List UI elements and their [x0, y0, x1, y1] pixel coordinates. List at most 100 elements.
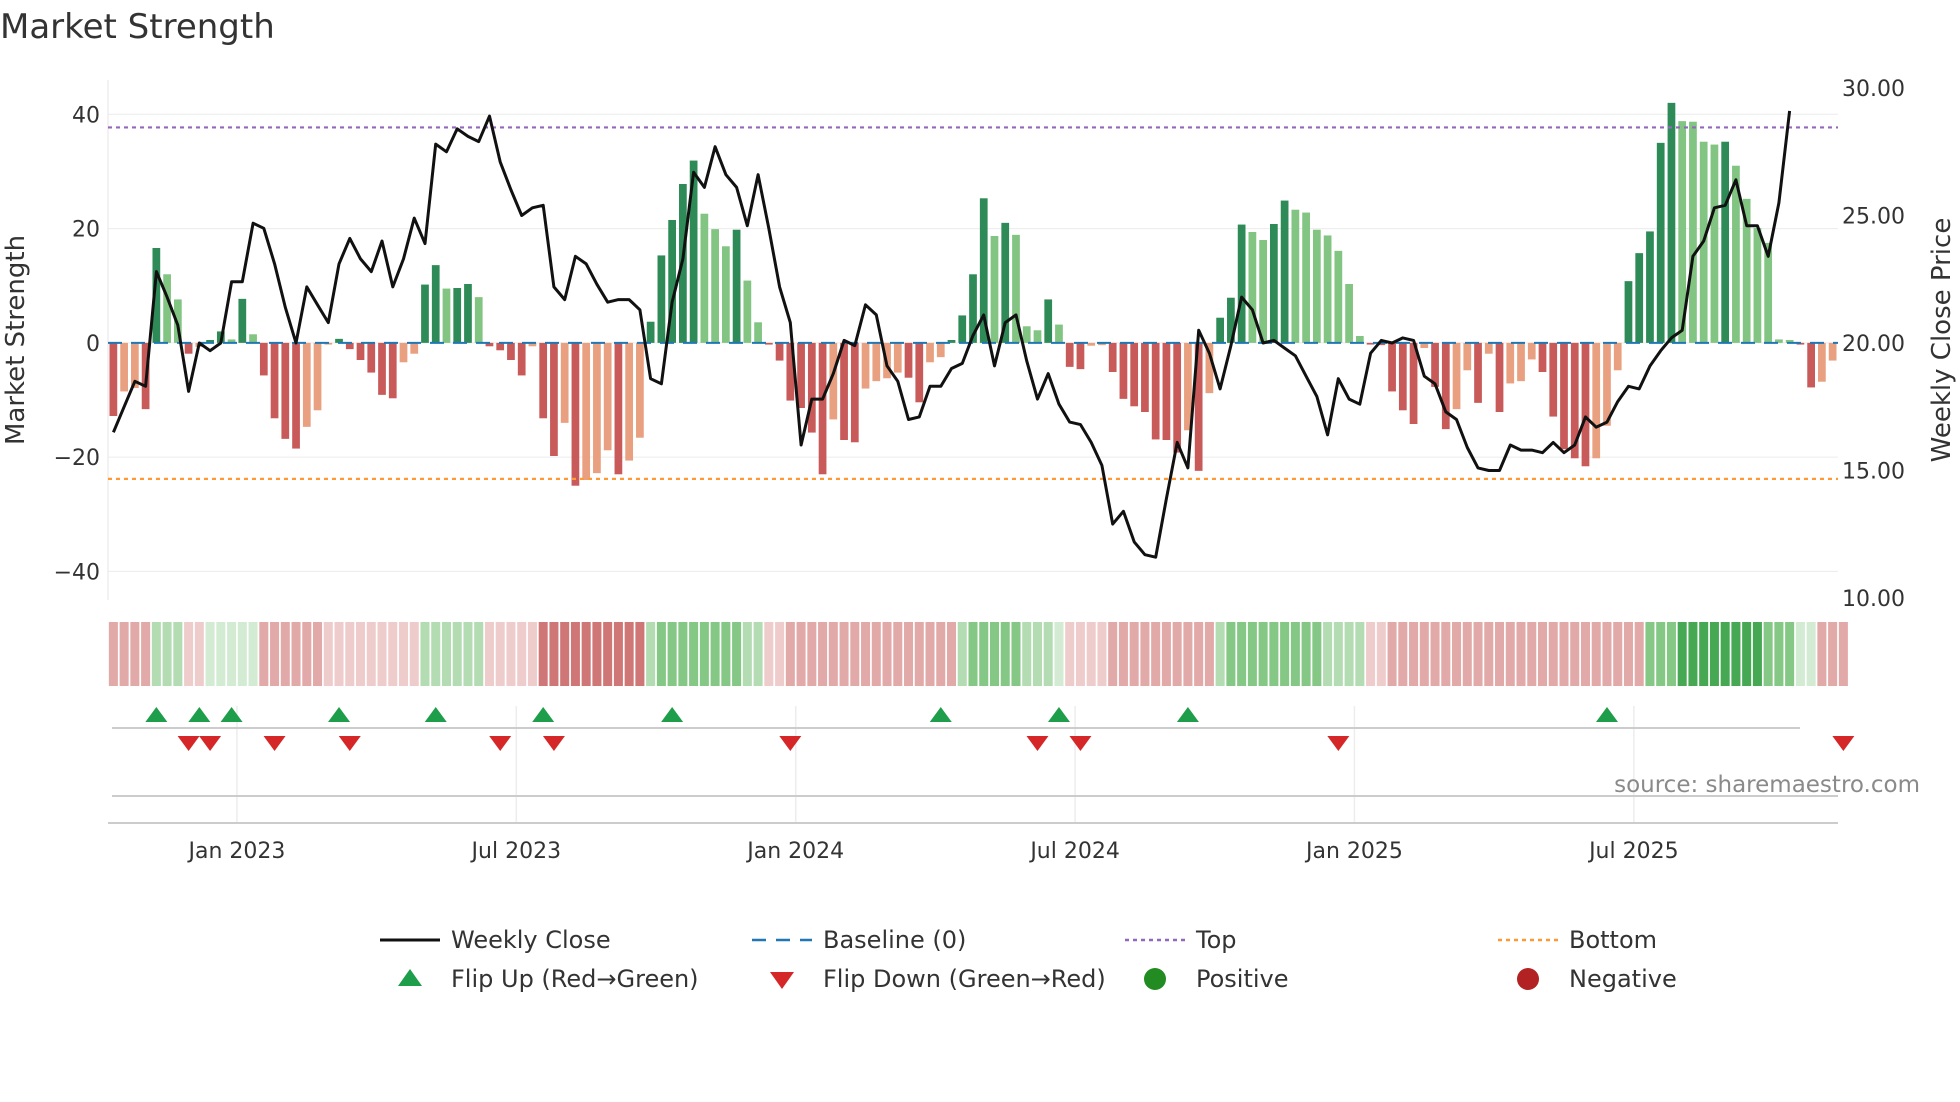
- strength-bar: [1001, 222, 1010, 343]
- strip-cell: [1226, 622, 1236, 686]
- strip-cell: [130, 622, 140, 686]
- strip-cell: [656, 622, 666, 686]
- strip-cell: [1000, 622, 1010, 686]
- strip-cell: [1591, 622, 1601, 686]
- legend-swatch-positive: [1144, 968, 1166, 990]
- strip-cell: [1065, 622, 1075, 686]
- strip-cell: [850, 622, 860, 686]
- strength-bar: [356, 342, 365, 360]
- left-y-axis: 40 20 0 −20 −40: [54, 103, 100, 585]
- strength-bar: [507, 342, 515, 360]
- strip-cell: [1323, 622, 1333, 686]
- flip-down-marker: [1832, 736, 1855, 751]
- strip-cell: [527, 622, 537, 686]
- strength-bar: [1345, 284, 1353, 343]
- strip-cell: [592, 622, 602, 686]
- strength-bar: [1463, 342, 1472, 371]
- strength-bar: [603, 342, 612, 451]
- strip-cell: [624, 622, 634, 686]
- strip-cell: [742, 622, 752, 686]
- right-y-axis: 30.00 25.00 20.00 15.00 10.00: [1842, 77, 1905, 612]
- strength-bar: [1635, 253, 1644, 343]
- strip-cell: [366, 622, 376, 686]
- strength-bar: [1753, 228, 1762, 343]
- strength-bar: [1732, 165, 1740, 343]
- strength-bar: [474, 297, 483, 343]
- strip-cell: [1086, 622, 1096, 686]
- strength-bar: [560, 342, 569, 423]
- strength-bar: [668, 220, 676, 343]
- strip-cell: [560, 622, 570, 686]
- flip-down-marker: [199, 736, 222, 751]
- strip-cell: [667, 622, 677, 686]
- strength-bar: [130, 342, 139, 388]
- strength-bar: [1291, 209, 1300, 343]
- strip-cell: [1763, 622, 1773, 686]
- strength-bar: [1227, 297, 1235, 343]
- flip-up-marker: [929, 707, 952, 722]
- strip-cell: [1161, 622, 1171, 686]
- strip-cell: [1108, 622, 1118, 686]
- flip-down-marker: [779, 736, 802, 751]
- strength-bar: [711, 229, 719, 343]
- legend-item-flip_up: Flip Up (Red→Green): [398, 965, 699, 993]
- strength-bar: [421, 284, 429, 343]
- strength-bar: [1033, 330, 1042, 343]
- strength-bar: [947, 340, 956, 343]
- strip-cell: [1742, 622, 1752, 686]
- legend-item-negative: Negative: [1517, 965, 1677, 993]
- strip-cell: [1731, 622, 1741, 686]
- strip-cell: [1376, 622, 1386, 686]
- strength-bar: [1474, 342, 1482, 403]
- legend-swatch-negative: [1517, 968, 1539, 990]
- strip-cell: [291, 622, 301, 686]
- strength-bar: [1237, 224, 1246, 343]
- strength-bar: [1828, 342, 1837, 361]
- strip-cell: [141, 622, 151, 686]
- strip-cell: [1430, 622, 1440, 686]
- strip-cell: [323, 622, 333, 686]
- legend-label: Baseline (0): [823, 926, 966, 954]
- strip-cell: [1118, 622, 1128, 686]
- strength-bar: [840, 342, 848, 440]
- strength-bar: [335, 338, 343, 343]
- strip-cell: [1645, 622, 1655, 686]
- strength-bar: [1785, 340, 1794, 343]
- strength-bar: [302, 342, 311, 427]
- strength-bar: [1248, 232, 1257, 343]
- flip-down-marker: [1327, 736, 1350, 751]
- legend-item-top: Top: [1125, 926, 1237, 954]
- strip-cell: [1527, 622, 1537, 686]
- strip-cell: [237, 622, 247, 686]
- strip-cell: [216, 622, 226, 686]
- strength-bar: [1355, 336, 1364, 343]
- strip-cell: [1516, 622, 1526, 686]
- strip-cell: [441, 622, 451, 686]
- strip-cell: [710, 622, 720, 686]
- strip-cell: [1301, 622, 1311, 686]
- legend-label: Positive: [1196, 965, 1289, 993]
- strength-bar: [1302, 212, 1310, 343]
- strip-cell: [398, 622, 409, 686]
- strength-bar: [388, 342, 397, 399]
- strength-bar: [1656, 142, 1665, 343]
- strength-bar: [281, 342, 290, 439]
- strength-bar: [367, 342, 376, 373]
- legend-item-positive: Positive: [1144, 965, 1289, 993]
- strength-bar: [807, 342, 816, 433]
- strength-bar: [249, 334, 257, 343]
- strip-cell: [839, 622, 849, 686]
- strip-cell: [205, 622, 215, 686]
- strength-heat-strip: [108, 622, 1848, 686]
- strength-bar: [625, 342, 634, 461]
- x-tick-label: Jul 2023: [470, 839, 562, 864]
- legend-label: Top: [1195, 926, 1237, 954]
- strip-cell: [1752, 622, 1762, 686]
- strip-cell: [1720, 622, 1730, 686]
- strip-cell: [1634, 622, 1644, 686]
- strip-cell: [1709, 622, 1719, 686]
- strength-bar: [270, 342, 279, 419]
- legend-item-line: Weekly Close: [380, 926, 611, 954]
- strip-cell: [732, 622, 742, 686]
- strength-bar: [754, 322, 762, 343]
